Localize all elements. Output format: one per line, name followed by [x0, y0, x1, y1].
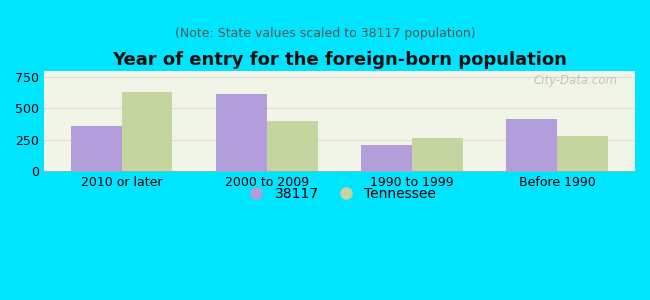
- Bar: [122, 92, 172, 171]
- Text: (Note: State values scaled to 38117 population): (Note: State values scaled to 38117 popu…: [175, 27, 475, 40]
- Bar: [412, 138, 463, 171]
- Bar: [216, 94, 266, 171]
- Bar: [71, 126, 122, 171]
- Bar: [557, 136, 608, 171]
- Bar: [506, 119, 557, 171]
- Title: Year of entry for the foreign-born population: Year of entry for the foreign-born popul…: [112, 51, 567, 69]
- Legend: 38117, Tennessee: 38117, Tennessee: [237, 181, 442, 206]
- Text: City-Data.com: City-Data.com: [533, 74, 618, 87]
- Bar: [266, 121, 318, 171]
- Bar: [361, 145, 412, 171]
